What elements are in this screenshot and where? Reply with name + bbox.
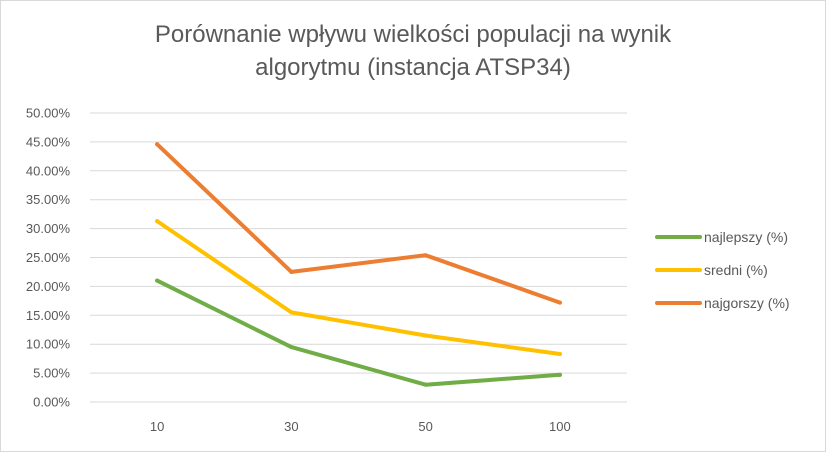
- y-tick-label: 30.00%: [26, 221, 71, 236]
- series-lines: [155, 142, 562, 387]
- data-point: [557, 300, 562, 305]
- data-point: [423, 382, 428, 387]
- x-axis-labels: 10 30 50 100: [150, 419, 571, 434]
- series-line-2: [155, 219, 562, 356]
- chart-title: Porównanie wpływu wielkości populacji na…: [0, 18, 826, 84]
- data-point: [423, 333, 428, 338]
- y-tick-label: 50.00%: [26, 106, 71, 121]
- data-point: [289, 310, 294, 315]
- chart-title-line-1: Porównanie wpływu wielkości populacji na…: [154, 21, 672, 48]
- x-tick-label: 100: [549, 419, 571, 434]
- data-point: [557, 352, 562, 357]
- data-point: [155, 142, 160, 147]
- y-axis-labels: 0.00% 5.00% 10.00% 15.00% 20.00% 25.00% 30.00%…: [26, 106, 71, 410]
- series-line-1: [155, 278, 562, 387]
- x-tick-label: 10: [150, 419, 164, 434]
- legend-label: najlepszy (%): [704, 229, 788, 245]
- y-tick-label: 45.00%: [26, 134, 71, 149]
- data-point: [289, 345, 294, 350]
- data-point: [557, 372, 562, 377]
- y-tick-label: 40.00%: [26, 163, 71, 178]
- legend-label: sredni (%): [704, 262, 768, 278]
- y-tick-label: 5.00%: [33, 366, 70, 381]
- y-tick-label: 0.00%: [33, 395, 70, 410]
- legend: najlepszy (%) sredni (%) najgorszy (%): [655, 229, 790, 311]
- data-point: [289, 269, 294, 274]
- data-point: [155, 278, 160, 283]
- y-tick-label: 15.00%: [26, 308, 71, 323]
- data-point: [423, 253, 428, 258]
- x-tick-label: 30: [284, 419, 298, 434]
- y-tick-label: 10.00%: [26, 337, 71, 352]
- x-tick-label: 50: [418, 419, 432, 434]
- y-tick-label: 35.00%: [26, 192, 71, 207]
- series-line-3: [155, 142, 562, 305]
- legend-label: najgorszy (%): [704, 295, 790, 311]
- gridlines: [90, 112, 627, 403]
- y-tick-label: 25.00%: [26, 250, 71, 265]
- chart-title-line-2: algorytmu (instancja ATSP34): [255, 54, 571, 81]
- y-tick-label: 20.00%: [26, 279, 71, 294]
- data-point: [155, 219, 160, 224]
